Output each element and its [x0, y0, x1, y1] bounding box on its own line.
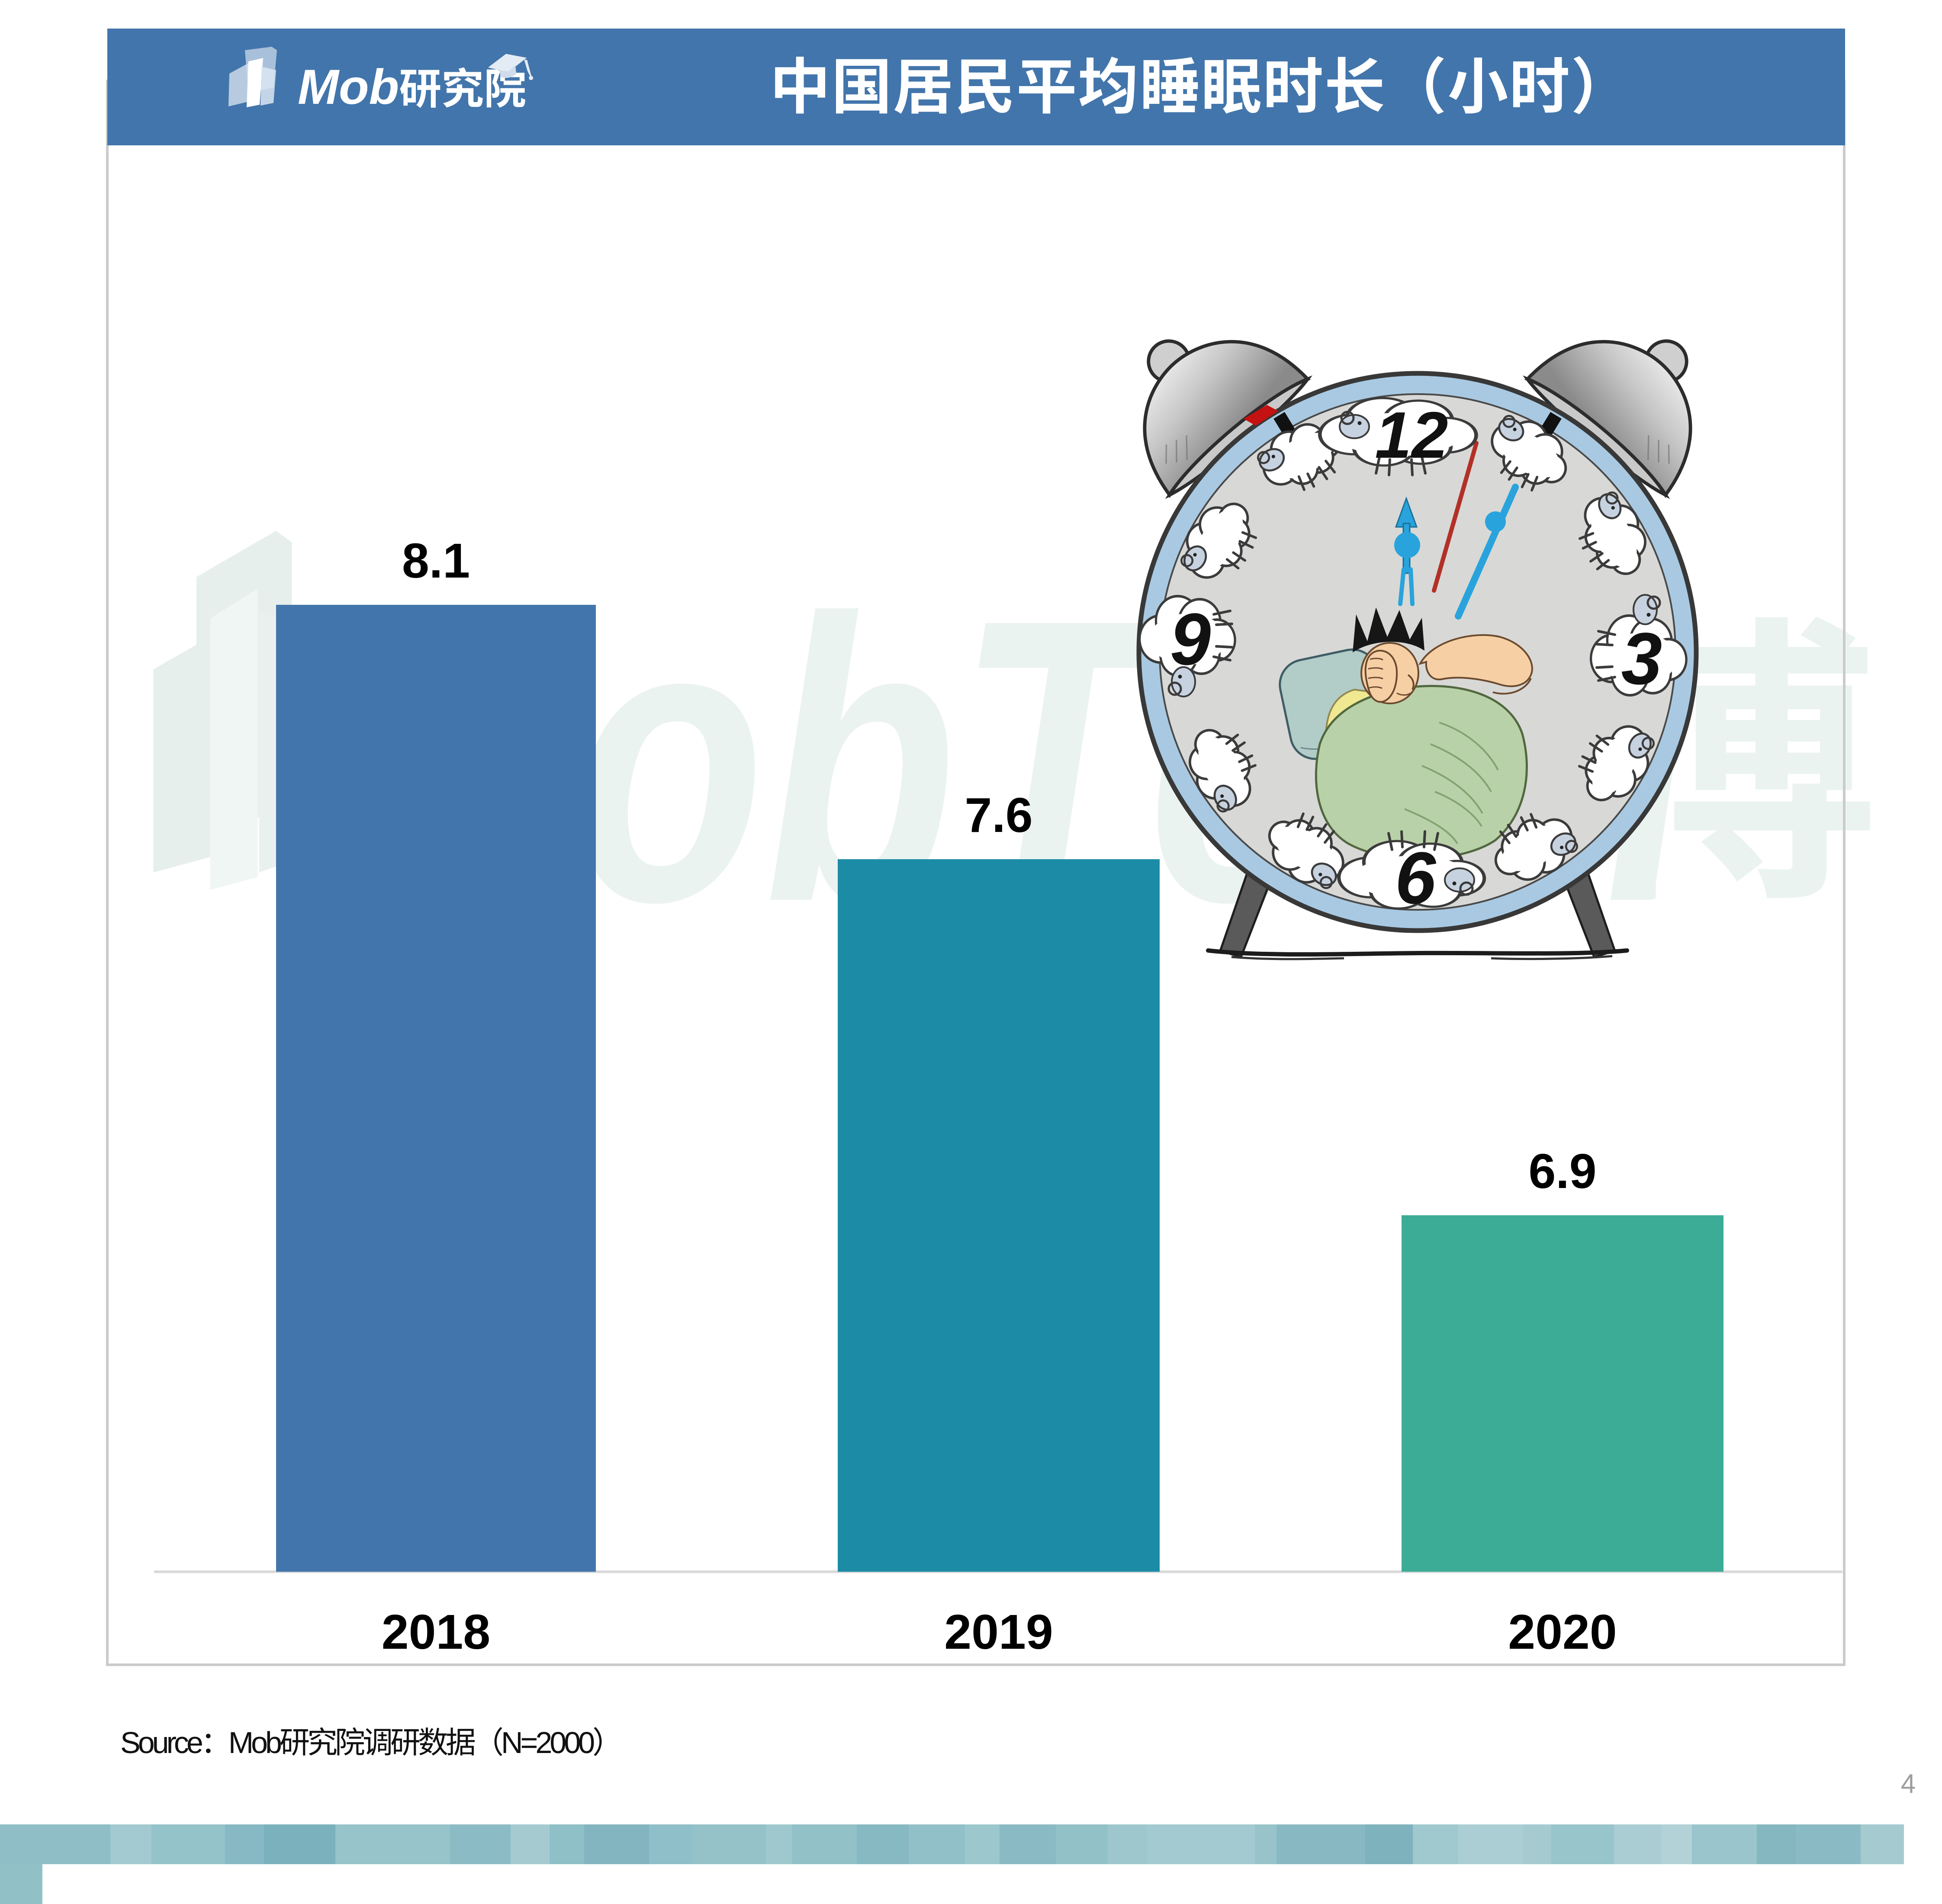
- svg-text:3: 3: [1621, 618, 1662, 700]
- svg-text:9: 9: [1170, 598, 1211, 681]
- svg-text:6: 6: [1395, 837, 1437, 919]
- svg-text:12: 12: [1375, 398, 1448, 472]
